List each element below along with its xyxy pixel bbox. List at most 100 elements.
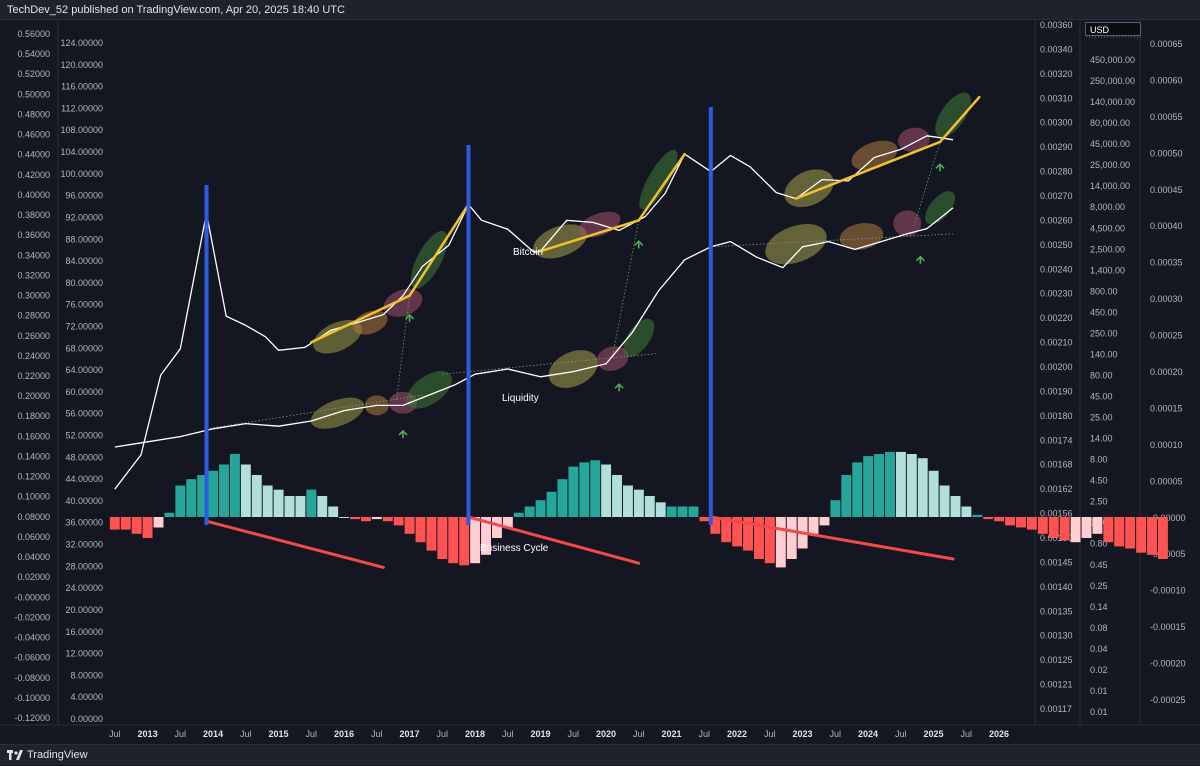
- business-cycle-bar[interactable]: [415, 517, 426, 543]
- business-cycle-bar[interactable]: [830, 500, 841, 517]
- business-cycle-bar[interactable]: [743, 517, 754, 551]
- business-cycle-bar[interactable]: [459, 517, 470, 566]
- business-cycle-bar[interactable]: [109, 517, 120, 530]
- business-cycle-bar[interactable]: [612, 475, 622, 517]
- business-cycle-bar[interactable]: [677, 506, 688, 518]
- business-cycle-bar[interactable]: [950, 496, 961, 517]
- business-cycle-bar[interactable]: [655, 502, 666, 517]
- business-cycle-bar[interactable]: [972, 514, 983, 517]
- business-cycle-bar[interactable]: [1016, 517, 1026, 528]
- red-decline-line[interactable]: [709, 515, 955, 561]
- business-cycle-bar[interactable]: [371, 517, 382, 520]
- business-cycle-bar[interactable]: [644, 496, 655, 517]
- red-decline-line[interactable]: [205, 519, 385, 569]
- business-cycle-bar[interactable]: [295, 496, 306, 517]
- yellow-trend-line[interactable]: [938, 95, 981, 144]
- business-cycle-bar[interactable]: [1092, 517, 1103, 534]
- business-cycle-bar[interactable]: [470, 517, 481, 564]
- business-cycle-bar[interactable]: [131, 517, 142, 534]
- business-cycle-bar[interactable]: [546, 491, 557, 517]
- business-cycle-bar[interactable]: [1114, 517, 1125, 547]
- yellow-trend-line[interactable]: [637, 152, 686, 222]
- business-cycle-bar[interactable]: [481, 517, 491, 555]
- business-cycle-bar[interactable]: [426, 517, 437, 551]
- business-cycle-bar[interactable]: [273, 489, 284, 517]
- business-cycle-bar[interactable]: [590, 460, 601, 517]
- business-cycle-bar[interactable]: [317, 496, 328, 517]
- business-cycle-bar[interactable]: [568, 466, 579, 517]
- business-cycle-bar[interactable]: [786, 517, 797, 559]
- business-cycle-bar[interactable]: [339, 517, 350, 518]
- business-cycle-bar[interactable]: [764, 517, 775, 564]
- business-cycle-bar[interactable]: [906, 454, 917, 517]
- business-cycle-bar[interactable]: [251, 475, 262, 517]
- business-cycle-bar[interactable]: [863, 456, 874, 517]
- business-cycle-bar[interactable]: [120, 517, 131, 530]
- business-cycle-bar[interactable]: [1136, 517, 1147, 553]
- business-cycle-bar[interactable]: [885, 451, 895, 517]
- business-cycle-bar[interactable]: [633, 489, 644, 517]
- business-cycle-bar[interactable]: [175, 485, 186, 518]
- business-cycle-bar[interactable]: [502, 517, 513, 528]
- business-cycle-bar[interactable]: [153, 517, 164, 528]
- business-cycle-bar[interactable]: [699, 517, 710, 522]
- business-cycle-bar[interactable]: [688, 506, 699, 518]
- business-cycle-bar[interactable]: [328, 506, 339, 518]
- business-cycle-bar[interactable]: [491, 517, 502, 538]
- business-cycle-bar[interactable]: [754, 517, 764, 559]
- business-cycle-bar[interactable]: [219, 464, 229, 518]
- business-cycle-bar[interactable]: [284, 496, 295, 517]
- business-cycle-bar[interactable]: [1157, 517, 1168, 559]
- business-cycle-bar[interactable]: [1037, 517, 1048, 534]
- business-cycle-bar[interactable]: [928, 470, 939, 517]
- business-cycle-bar[interactable]: [622, 485, 633, 518]
- business-cycle-bar[interactable]: [350, 517, 360, 520]
- business-cycle-bar[interactable]: [393, 517, 404, 526]
- business-cycle-bar[interactable]: [841, 475, 852, 517]
- business-cycle-bar[interactable]: [404, 517, 415, 534]
- business-cycle-bar[interactable]: [262, 485, 273, 518]
- business-cycle-bar[interactable]: [710, 517, 721, 534]
- business-cycle-bar[interactable]: [448, 517, 459, 564]
- business-cycle-bar[interactable]: [229, 454, 240, 517]
- business-cycle-bar[interactable]: [1147, 517, 1157, 555]
- business-cycle-bar[interactable]: [1005, 517, 1016, 526]
- business-cycle-bar[interactable]: [197, 475, 208, 517]
- yellow-trend-line[interactable]: [794, 140, 942, 200]
- business-cycle-bar[interactable]: [1125, 517, 1136, 549]
- business-cycle-bar[interactable]: [579, 462, 590, 517]
- business-cycle-bar[interactable]: [666, 506, 677, 518]
- red-decline-line[interactable]: [466, 515, 641, 565]
- business-cycle-bar[interactable]: [1059, 517, 1070, 541]
- business-cycle-bar[interactable]: [186, 479, 197, 517]
- tradingview-logo[interactable]: TradingView: [7, 745, 88, 766]
- business-cycle-bar[interactable]: [437, 517, 448, 559]
- business-cycle-bar[interactable]: [1103, 517, 1114, 543]
- liquidity-line[interactable]: [114, 207, 954, 448]
- business-cycle-bar[interactable]: [775, 517, 786, 568]
- business-cycle-bar[interactable]: [721, 517, 732, 543]
- business-cycle-bar[interactable]: [1081, 517, 1092, 538]
- business-cycle-bar[interactable]: [208, 470, 219, 517]
- business-cycle-bar[interactable]: [852, 462, 863, 517]
- business-cycle-bar[interactable]: [142, 517, 153, 538]
- business-cycle-bar[interactable]: [557, 479, 568, 517]
- business-cycle-bar[interactable]: [1048, 517, 1059, 538]
- bitcoin-price-line[interactable]: [114, 135, 954, 490]
- business-cycle-bar[interactable]: [360, 517, 371, 522]
- business-cycle-bar[interactable]: [994, 517, 1005, 522]
- business-cycle-bar[interactable]: [874, 454, 885, 517]
- business-cycle-bar[interactable]: [306, 489, 317, 517]
- yellow-trend-line[interactable]: [539, 219, 641, 253]
- business-cycle-bar[interactable]: [1070, 517, 1081, 543]
- business-cycle-bar[interactable]: [917, 458, 928, 517]
- business-cycle-bar[interactable]: [535, 500, 546, 517]
- business-cycle-bar[interactable]: [601, 464, 612, 518]
- business-cycle-bar[interactable]: [240, 464, 251, 518]
- business-cycle-bar[interactable]: [1026, 517, 1037, 530]
- business-cycle-bar[interactable]: [983, 517, 994, 520]
- business-cycle-bar[interactable]: [513, 512, 524, 517]
- business-cycle-bar[interactable]: [895, 451, 906, 517]
- business-cycle-bar[interactable]: [939, 485, 950, 518]
- business-cycle-bar[interactable]: [524, 506, 535, 518]
